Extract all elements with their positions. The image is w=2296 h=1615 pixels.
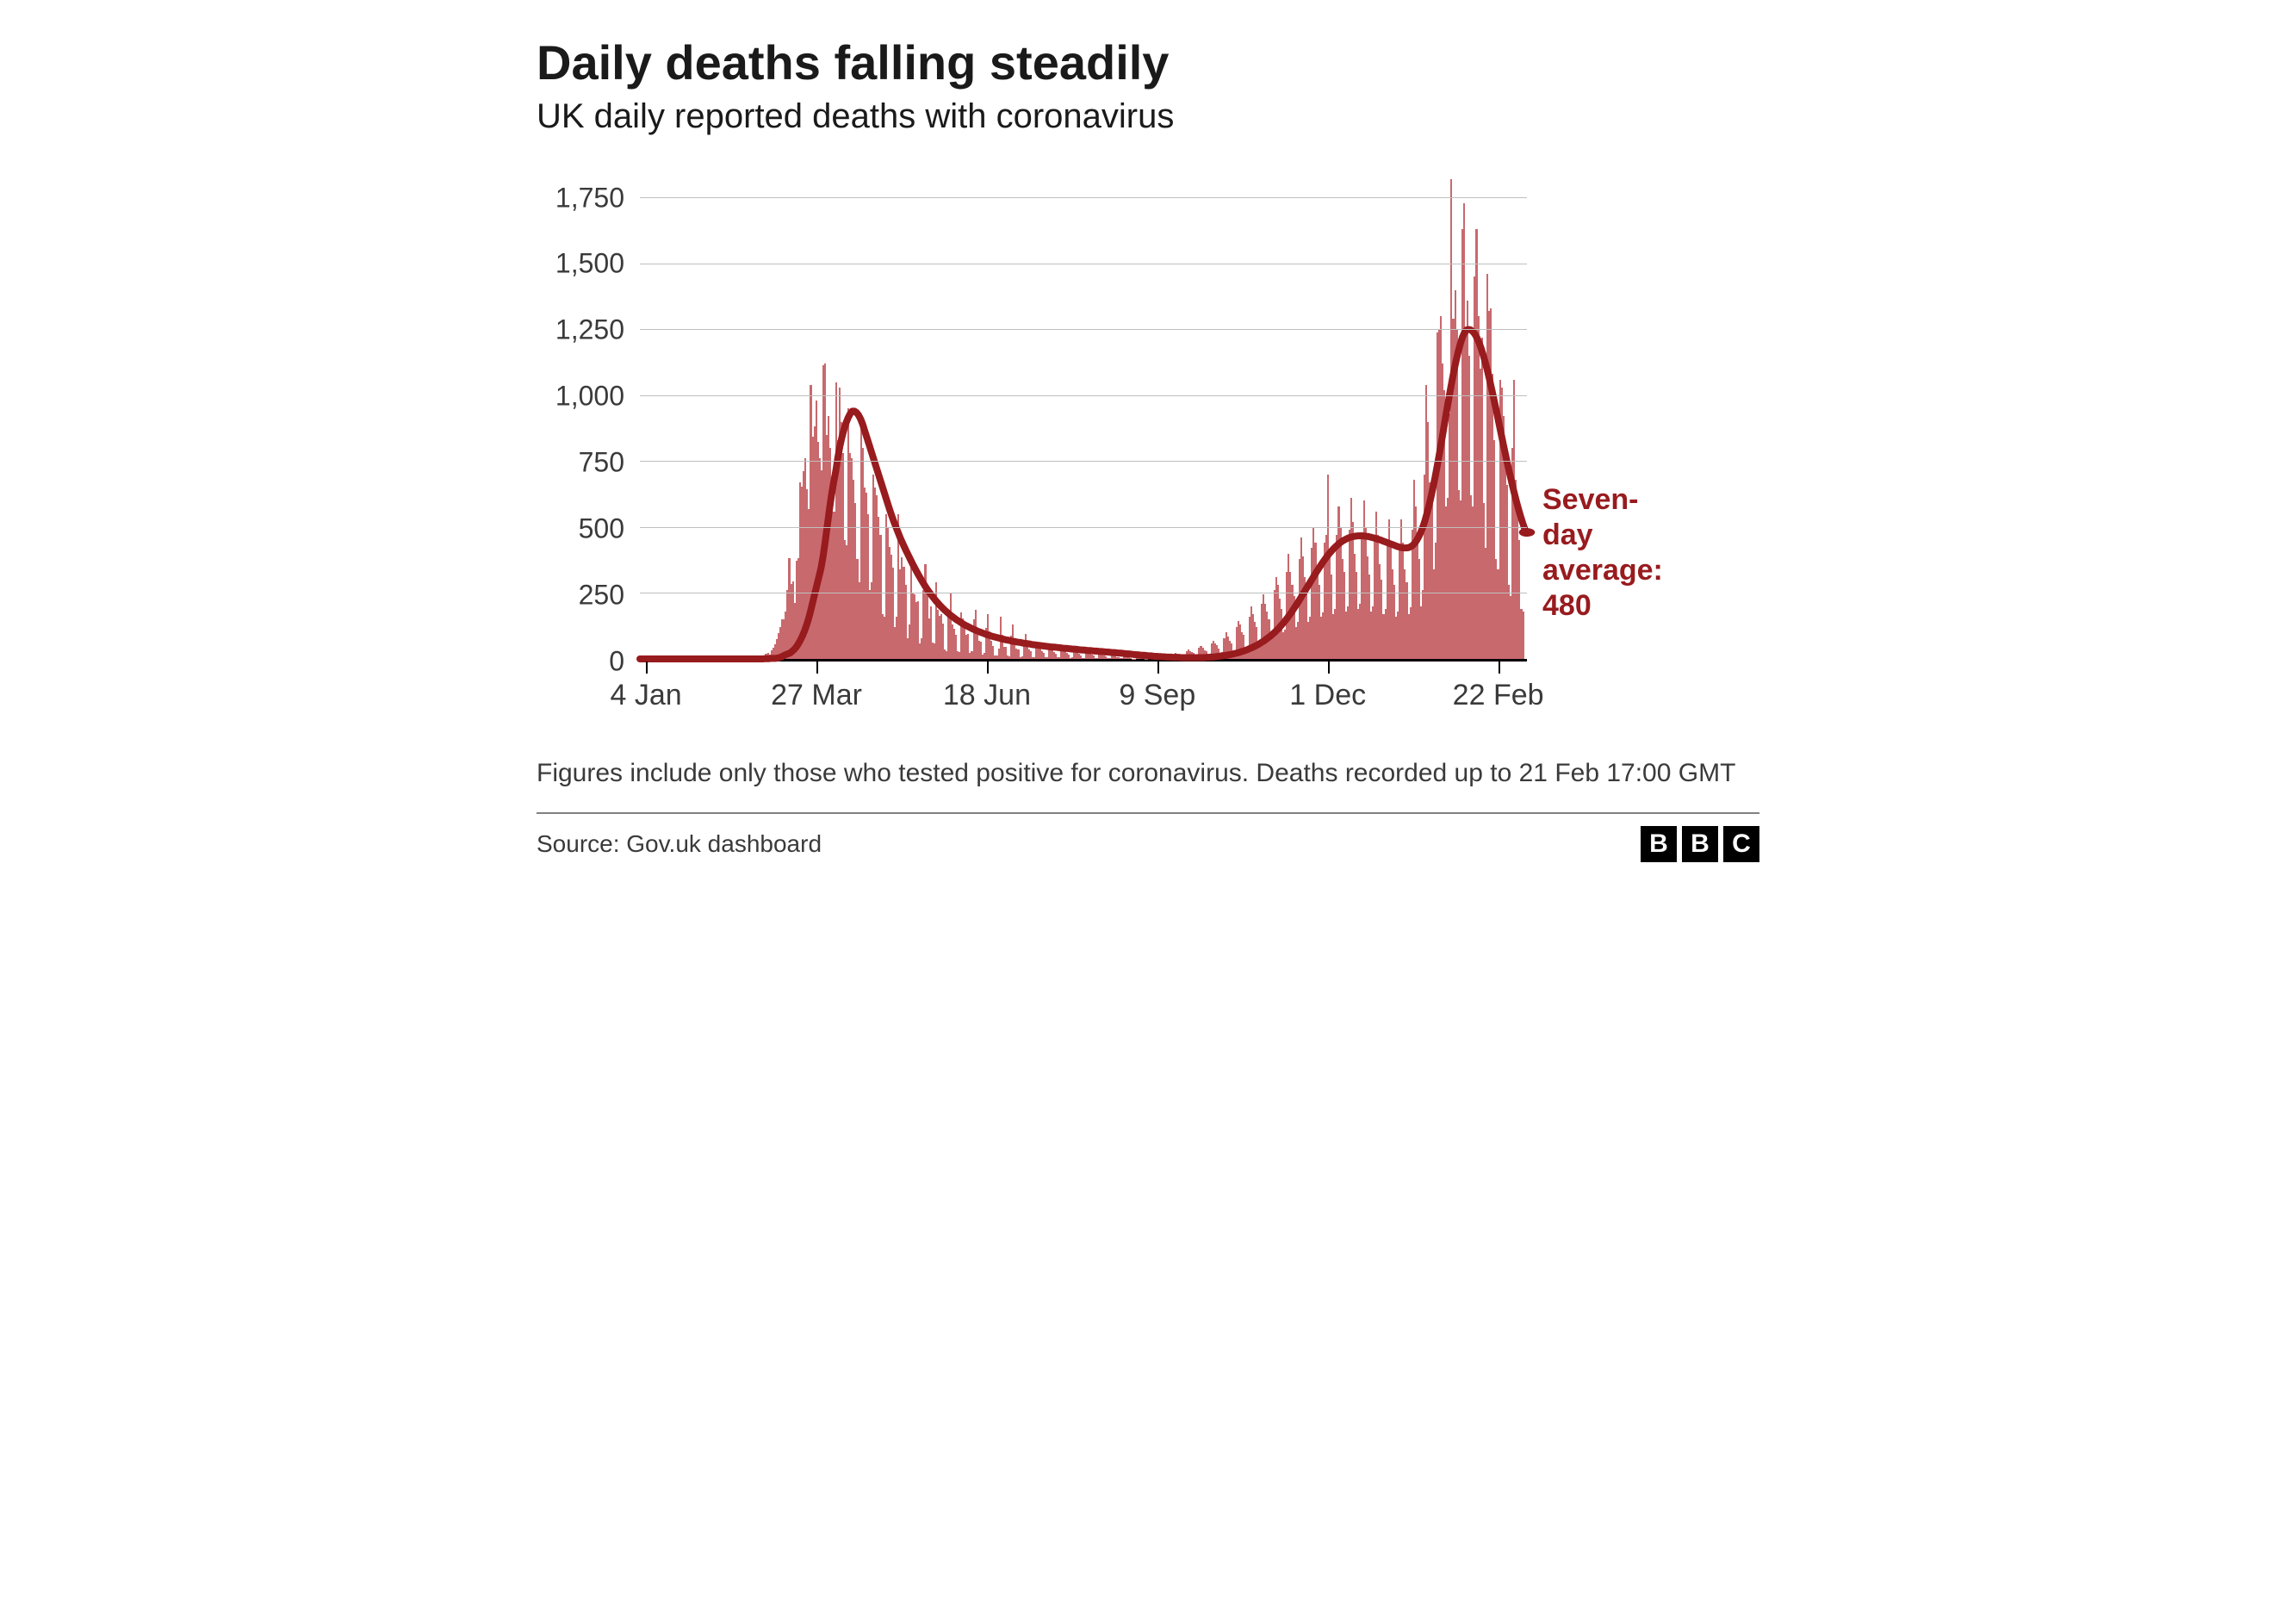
x-tick-label: 9 Sep [1119,679,1195,712]
x-axis: 4 Jan27 Mar18 Jun9 Sep1 Dec22 Feb [640,662,1527,722]
bbc-block: B [1682,826,1718,862]
bbc-block: C [1723,826,1759,862]
y-tick-label: 0 [609,646,640,678]
x-tick [1157,662,1159,674]
footnote: Figures include only those who tested po… [537,756,1759,792]
grid-line [640,329,1527,330]
x-tick-label: 27 Mar [771,679,862,712]
x-tick [816,662,818,674]
y-tick-label: 1,750 [555,182,640,214]
grid-line [640,527,1527,528]
seven-day-avg-line [640,329,1527,659]
grid-line [640,197,1527,198]
x-tick-label: 22 Feb [1453,679,1544,712]
y-tick-label: 1,000 [555,381,640,413]
plot [640,179,1527,662]
chart-subtitle: UK daily reported deaths with coronaviru… [537,97,1759,136]
y-tick-label: 500 [579,513,640,545]
x-tick [1328,662,1330,674]
bbc-logo: BBC [1641,826,1759,862]
x-tick [987,662,989,674]
footer: Source: Gov.uk dashboard BBC [537,812,1759,862]
chart-wrap: 0 250 500 750 1,000 1,250 1,500 1,750 Seven-daya… [537,179,1759,722]
y-tick-label: 1,500 [555,248,640,280]
y-tick-label: 1,250 [555,314,640,346]
chart-plot-area: 02505007501,0001,2501,5001,750Seven-daya… [640,179,1527,662]
x-tick [646,662,648,674]
source-text: Source: Gov.uk dashboard [537,830,822,858]
grid-line [640,461,1527,462]
x-tick-label: 4 Jan [611,679,682,712]
chart-title: Daily deaths falling steadily [537,34,1759,90]
x-tick-label: 18 Jun [943,679,1031,712]
grid-line [640,395,1527,396]
annotation: Seven-dayaverage:480 [1527,482,1663,623]
y-tick-label: 750 [579,447,640,479]
y-tick-label: 250 [579,580,640,612]
bbc-block: B [1641,826,1677,862]
x-tick-label: 1 Dec [1289,679,1366,712]
avg-line-svg [640,179,1527,659]
chart-container: Daily deaths falling steadily UK daily r… [537,34,1759,862]
x-tick [1499,662,1500,674]
